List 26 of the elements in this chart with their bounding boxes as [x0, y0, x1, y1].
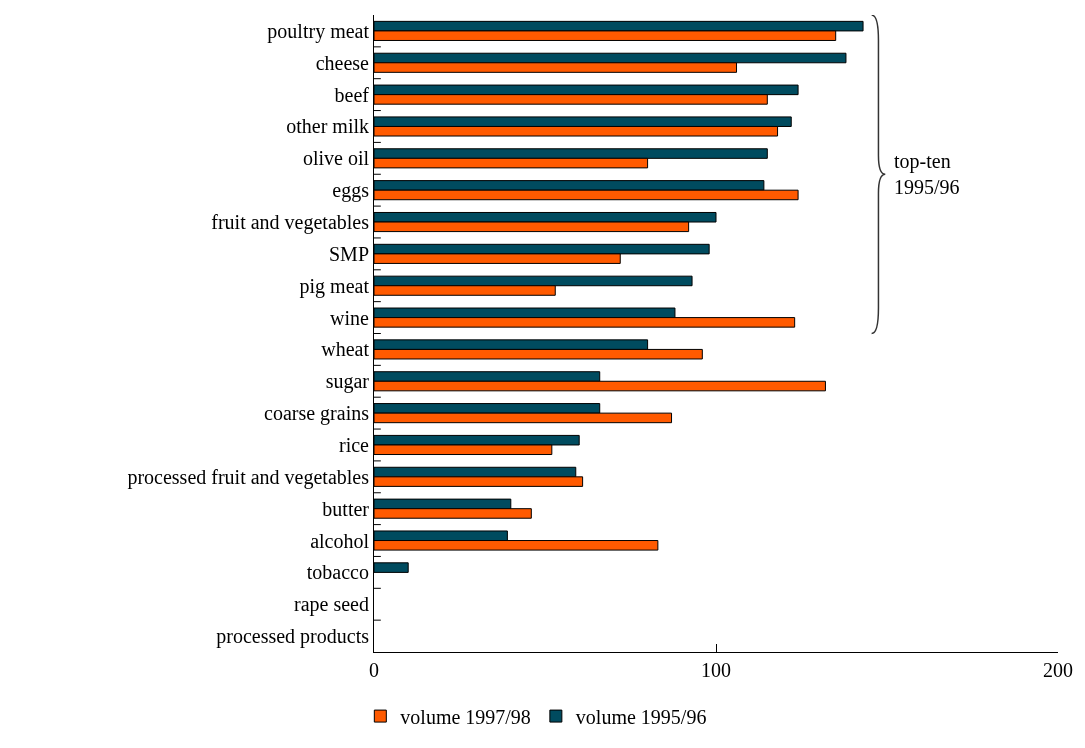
- y-tick-label: cheese: [315, 51, 370, 74]
- y-tick-label: coarse grains: [264, 402, 370, 426]
- y-tick-label: alcohol: [310, 529, 370, 552]
- y-tick-label: beef: [334, 83, 370, 106]
- x-tick-label: 100: [701, 659, 731, 681]
- y-tick-label: tobacco: [306, 561, 369, 584]
- y-tick-label: processed fruit and vegetables: [127, 465, 370, 489]
- y-tick-label: eggs: [332, 179, 370, 203]
- annotation: top-ten 1995/96: [894, 150, 960, 198]
- y-tick-label: pig meat: [299, 274, 370, 298]
- y-tick-label: rape seed: [294, 593, 369, 617]
- y-tick-label: olive oil: [302, 147, 370, 170]
- y-tick-label: fruit and vegetables: [211, 211, 370, 235]
- y-tick-label: butter: [322, 497, 370, 520]
- x-tick-label: 200: [1043, 659, 1073, 681]
- y-tick-label: wine: [330, 306, 370, 329]
- y-tick-label: SMP: [328, 242, 369, 265]
- y-tick-label: poultry meat: [267, 19, 370, 43]
- x-tick-label: 0: [369, 659, 379, 681]
- legend-label: volume 1997/98: [400, 705, 531, 728]
- y-tick-label: wheat: [321, 338, 370, 361]
- y-tick-label: other milk: [286, 115, 369, 138]
- legend-label: volume 1995/96: [575, 705, 707, 728]
- y-tick-label: sugar: [325, 370, 370, 394]
- y-tick-label: rice: [339, 433, 370, 456]
- y-tick-label: processed products: [216, 625, 370, 649]
